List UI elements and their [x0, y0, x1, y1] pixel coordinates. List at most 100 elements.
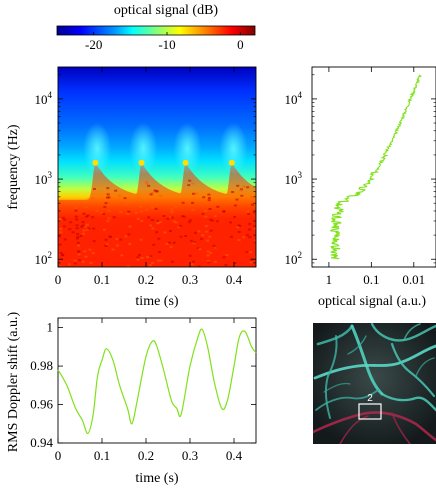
speckle [79, 234, 83, 237]
roi-box [358, 403, 382, 420]
speckle [170, 211, 174, 213]
speckle [83, 225, 87, 228]
speckle [75, 224, 79, 227]
speckle [145, 181, 149, 183]
speckle [204, 210, 207, 213]
speckle [129, 202, 133, 205]
speckle [88, 248, 92, 251]
speckle [152, 243, 156, 246]
speckle [75, 227, 79, 230]
speckle [237, 231, 241, 233]
speckle [182, 215, 186, 218]
pulse-peak [138, 159, 145, 166]
pulse-plume [219, 122, 248, 175]
spectrum-ytick-label: 103 [285, 170, 303, 187]
speckle [192, 242, 196, 245]
spectrum-panel: 104 103 102 1 0.1 0.01 optical signal (a.u.) [285, 66, 436, 309]
pulse-plume [83, 122, 112, 175]
colorbar [56, 25, 256, 36]
speckle [207, 261, 211, 264]
speckle [127, 210, 131, 213]
speckle [59, 227, 63, 230]
speckle [145, 208, 148, 211]
speckle [75, 218, 79, 221]
doppler-line [57, 328, 257, 435]
speckle [59, 252, 63, 254]
speckle [140, 210, 143, 213]
speckle [246, 186, 250, 189]
speckle [128, 225, 132, 228]
doppler-xtick-label: 0.2 [138, 448, 154, 463]
doppler-xtick-label: 0.4 [226, 448, 243, 463]
speckle [76, 233, 80, 235]
speckle [213, 215, 217, 218]
roi-label: 2 [367, 393, 373, 404]
speckle [76, 241, 80, 244]
speckle [74, 215, 78, 218]
speckle [213, 260, 217, 263]
spectrogram-xtick-label: 0.3 [182, 272, 198, 287]
speckle [249, 251, 253, 254]
speckle [252, 211, 256, 214]
speckle [114, 189, 118, 192]
speckle [63, 218, 67, 221]
speckle [73, 259, 77, 262]
speckle [197, 230, 201, 233]
speckle [67, 263, 71, 266]
speckle [188, 254, 192, 257]
speckle [150, 219, 154, 221]
speckle [87, 227, 91, 230]
speckle [58, 265, 62, 267]
speckle [197, 265, 201, 267]
doppler-ytick-label: 1 [47, 320, 54, 335]
speckle [215, 220, 219, 223]
colorbar-ticks: -20 -10 0 [85, 32, 244, 52]
speckle [240, 188, 243, 191]
speckle [136, 258, 140, 261]
spectrum-ytick-label: 102 [285, 250, 303, 267]
speckle [254, 239, 256, 242]
spectrogram-ytick-label: 104 [35, 90, 53, 107]
spectrogram-ytick-label: 102 [35, 250, 53, 267]
speckle [192, 192, 195, 195]
speckle [205, 230, 209, 233]
speckle [74, 206, 78, 209]
speckle [136, 256, 140, 259]
colorbar-tick-label: -10 [158, 37, 175, 52]
speckle [123, 197, 127, 200]
speckle [115, 237, 119, 240]
spectrum-xtick-label: 0.01 [402, 272, 425, 287]
speckle [151, 227, 155, 230]
speckle [191, 208, 195, 211]
speckle [253, 227, 256, 230]
speckle [251, 203, 254, 206]
speckle [126, 265, 130, 267]
pulse-plume [173, 122, 202, 175]
colorbar-tick-label: -20 [85, 37, 102, 52]
doppler-ytick-label: 0.94 [30, 435, 53, 450]
spectrum-ytick-label: 104 [285, 90, 303, 107]
speckle [167, 241, 171, 244]
speckle [151, 206, 155, 209]
speckle [139, 205, 143, 208]
speckle [224, 263, 228, 266]
speckle [119, 238, 123, 241]
speckle [58, 235, 61, 238]
speckle [82, 229, 86, 232]
speckle [136, 217, 140, 220]
speckle [84, 255, 88, 258]
speckle [100, 211, 104, 214]
doppler-panel: 0 0.1 0.2 0.3 0.4 1 0.98 0.96 0.94 RMS Doppler s… [6, 311, 257, 486]
speckle [208, 208, 212, 210]
speckle [236, 226, 240, 229]
speckle [248, 228, 251, 231]
speckle [209, 229, 213, 232]
speckle [166, 217, 170, 220]
speckle [201, 212, 205, 215]
speckle [233, 215, 237, 218]
speckle [240, 194, 244, 197]
doppler-axes: 0 0.1 0.2 0.3 0.4 1 0.98 0.96 0.94 [30, 318, 256, 463]
speckle [77, 244, 80, 247]
